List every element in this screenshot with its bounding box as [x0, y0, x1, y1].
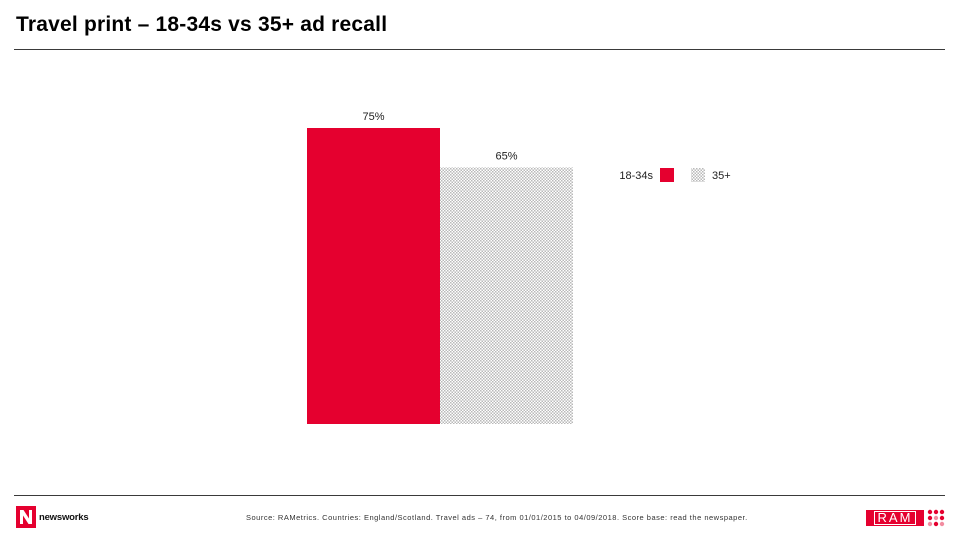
title-divider: [14, 49, 945, 50]
bar-18-34s: [307, 128, 440, 424]
newsworks-logo: newsworks: [16, 505, 89, 529]
ram-dots-icon: [927, 509, 945, 527]
data-label-35plus: 65%: [495, 150, 517, 162]
footer-divider: [14, 495, 945, 496]
legend-swatch-35plus: [691, 168, 705, 182]
bar-35plus: [440, 167, 573, 424]
legend-swatch-18-34s: [660, 168, 674, 182]
ram-logo: RAM: [866, 507, 945, 529]
ram-logo-text: RAM: [873, 511, 917, 525]
ram-logo-box: RAM: [866, 510, 924, 526]
newsworks-n-icon: [16, 506, 36, 528]
page-title: Travel print – 18-34s vs 35+ ad recall: [16, 13, 388, 36]
legend-label-35plus: 35+: [712, 170, 731, 182]
data-label-18-34s: 75%: [362, 111, 384, 123]
source-note: Source: RAMetrics. Countries: England/Sc…: [246, 513, 748, 522]
legend-label-18-34s: 18-34s: [619, 170, 653, 182]
newsworks-logo-text: newsworks: [39, 511, 89, 523]
